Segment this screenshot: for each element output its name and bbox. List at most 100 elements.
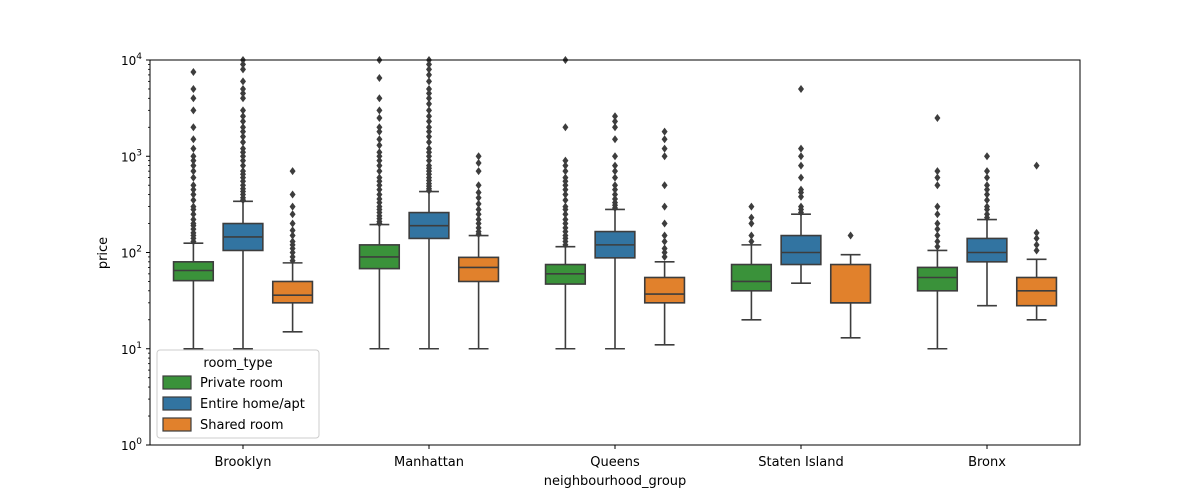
y-tick-label: 104 xyxy=(121,52,142,68)
outlier-point xyxy=(934,202,941,211)
outlier-point xyxy=(562,123,569,132)
outlier-point xyxy=(562,210,569,219)
legend-entry-label: Shared room xyxy=(200,418,284,433)
outlier-point xyxy=(376,123,383,132)
outlier-point xyxy=(190,156,197,165)
outlier-point xyxy=(190,161,197,170)
outlier-point xyxy=(934,231,941,240)
y-tick-label: 103 xyxy=(121,148,142,164)
x-tick-label: Brooklyn xyxy=(215,455,272,470)
outlier-point xyxy=(426,77,432,86)
iqr-box xyxy=(730,263,773,292)
outlier-point xyxy=(376,167,383,176)
outlier-point xyxy=(934,167,941,176)
outlier-point xyxy=(934,173,941,182)
outlier-point xyxy=(426,94,432,103)
outlier-point xyxy=(190,167,197,176)
outlier-point xyxy=(1033,246,1040,255)
outlier-point xyxy=(475,223,482,232)
outlier-point xyxy=(612,181,618,190)
outlier-point xyxy=(661,252,668,261)
outlier-point xyxy=(240,138,246,147)
outlier-point xyxy=(661,152,668,161)
plot-area xyxy=(172,56,1058,350)
outlier-point xyxy=(798,173,804,182)
outlier-point xyxy=(190,185,197,194)
legend-entry-label: Private room xyxy=(200,376,283,391)
outlier-point xyxy=(289,252,296,261)
y-axis: 100 101 102 103 104 xyxy=(121,52,150,453)
x-tick-label: Bronx xyxy=(968,455,1006,470)
outlier-point xyxy=(661,127,668,136)
outlier-point xyxy=(240,84,246,93)
legend-title: room_type xyxy=(203,356,272,371)
box-private-room-staten-island xyxy=(730,202,773,321)
outlier-point xyxy=(612,117,618,126)
outlier-point xyxy=(612,161,618,170)
outlier-point xyxy=(190,84,197,93)
outlier-point xyxy=(240,77,246,86)
outlier-point xyxy=(1033,240,1040,249)
outlier-point xyxy=(661,219,668,228)
outlier-point xyxy=(190,202,197,211)
outlier-point xyxy=(661,181,668,190)
outlier-point xyxy=(748,219,755,228)
outlier-point xyxy=(475,215,482,224)
x-tick-label: Staten Island xyxy=(758,455,843,470)
box-private-room-bronx xyxy=(916,113,959,350)
outlier-point xyxy=(240,60,246,69)
outlier-point xyxy=(798,202,804,211)
outlier-point xyxy=(798,192,804,201)
outlier-point xyxy=(748,213,755,222)
box-entire-home-apt-staten-island xyxy=(780,84,822,284)
outlier-point xyxy=(612,123,618,132)
x-axis: Brooklyn Manhattan Queens Staten Island Bron… xyxy=(215,445,1006,470)
outlier-point xyxy=(1033,228,1040,237)
outlier-point xyxy=(984,202,990,211)
outlier-point xyxy=(376,127,383,136)
outlier-point xyxy=(190,135,197,144)
box-entire-home-apt-manhattan xyxy=(408,56,450,350)
outlier-point xyxy=(984,173,990,182)
outlier-point xyxy=(426,161,432,170)
outlier-point xyxy=(798,84,804,93)
outlier-point xyxy=(426,156,432,165)
legend-frame xyxy=(156,349,320,439)
outlier-point xyxy=(426,138,432,147)
outlier-point xyxy=(376,173,383,182)
box-entire-home-apt-queens xyxy=(594,112,636,350)
outlier-point xyxy=(240,123,246,132)
outlier-point xyxy=(798,144,804,153)
outlier-point xyxy=(475,152,482,161)
outlier-point xyxy=(426,60,432,69)
iqr-box xyxy=(966,237,1008,263)
legend-swatch xyxy=(162,396,192,411)
outlier-point xyxy=(426,89,432,98)
box-private-room-queens xyxy=(544,56,587,350)
outlier-point xyxy=(934,242,941,251)
outlier-point xyxy=(426,123,432,132)
outlier-point xyxy=(426,127,432,136)
outlier-point xyxy=(289,202,296,211)
y-tick-label: 101 xyxy=(121,341,142,357)
outlier-point xyxy=(984,152,990,161)
outlier-point xyxy=(475,193,482,202)
outlier-point xyxy=(426,112,432,121)
outlier-point xyxy=(426,99,432,108)
outlier-point xyxy=(661,144,668,153)
iqr-box xyxy=(829,263,872,304)
outlier-point xyxy=(612,185,618,194)
outlier-point xyxy=(426,65,432,74)
outlier-point xyxy=(376,148,383,157)
outlier-point xyxy=(289,167,296,176)
outlier-point xyxy=(376,190,383,199)
outlier-point xyxy=(426,117,432,126)
outlier-point xyxy=(240,156,246,165)
outlier-point xyxy=(748,202,755,211)
outlier-point xyxy=(798,152,804,161)
legend-swatch xyxy=(162,417,192,432)
outlier-point xyxy=(612,152,618,161)
outlier-point xyxy=(798,185,804,194)
outlier-point xyxy=(426,106,432,115)
